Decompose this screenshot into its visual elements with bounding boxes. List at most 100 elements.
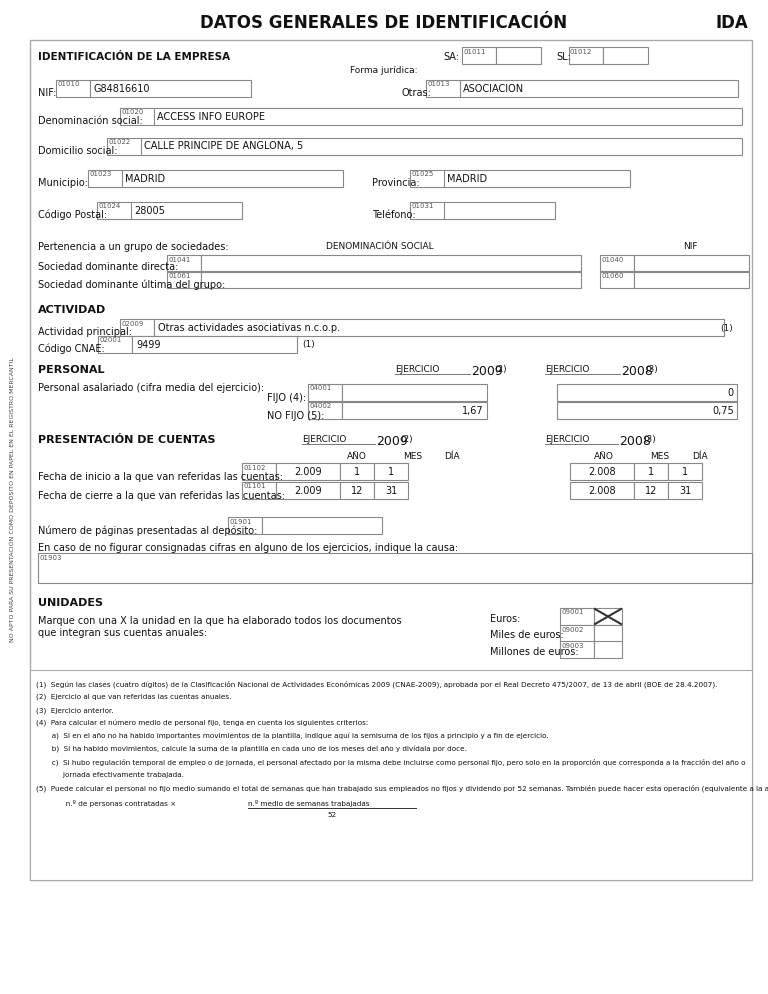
Text: 1: 1 [682, 467, 688, 477]
Text: (2)  Ejercicio al que van referidas las cuentas anuales.: (2) Ejercicio al que van referidas las c… [36, 694, 231, 701]
Text: 01011: 01011 [463, 49, 485, 55]
Text: AÑO: AÑO [594, 452, 614, 461]
Text: 04002: 04002 [310, 404, 332, 410]
Bar [97, 202, 242, 219]
Text: EJERCICIO: EJERCICIO [545, 435, 589, 444]
Text: 09001: 09001 [561, 609, 584, 615]
Text: 01060: 01060 [601, 273, 624, 279]
Text: Otras actividades asociativas n.c.o.p.: Otras actividades asociativas n.c.o.p. [158, 323, 340, 333]
Text: Actividad principal:: Actividad principal: [38, 327, 132, 337]
Text: NO APTO PARA SU PRESENTACIÓN COMO DEPÓSITO EN PAPEL EN EL REGISTRO MERCANTIL: NO APTO PARA SU PRESENTACIÓN COMO DEPÓSI… [11, 358, 15, 642]
Text: 02001: 02001 [100, 338, 122, 344]
Text: DATOS GENERALES DE IDENTIFICACIÓN: DATOS GENERALES DE IDENTIFICACIÓN [200, 14, 568, 32]
Text: Código CNAE:: Código CNAE: [38, 344, 104, 355]
Text: 01031: 01031 [412, 204, 434, 210]
Text: 01010: 01010 [58, 82, 80, 87]
Bar [242, 482, 276, 499]
Text: Pertenencia a un grupo de sociedades:: Pertenencia a un grupo de sociedades: [38, 242, 229, 252]
Text: DÍA: DÍA [692, 452, 708, 461]
Text: 0: 0 [728, 388, 734, 398]
Bar [600, 255, 634, 271]
Text: Domicilio social:: Domicilio social: [38, 146, 118, 156]
Text: ACCESS INFO EUROPE: ACCESS INFO EUROPE [157, 111, 265, 121]
Text: PRESENTACIÓN DE CUENTAS: PRESENTACIÓN DE CUENTAS [38, 435, 216, 445]
Text: Teléfono:: Teléfono: [372, 210, 415, 220]
Text: AÑO: AÑO [347, 452, 367, 461]
Bar [560, 608, 594, 625]
Bar [600, 272, 634, 288]
Bar [276, 463, 340, 480]
Text: 0,75: 0,75 [712, 406, 734, 416]
Bar [342, 384, 487, 401]
Text: 2008: 2008 [621, 365, 653, 378]
Text: Fecha de inicio a la que van referidas las cuentas:: Fecha de inicio a la que van referidas l… [38, 472, 283, 482]
Text: jornada efectivamente trabajada.: jornada efectivamente trabajada. [36, 772, 184, 778]
Bar [30, 670, 752, 880]
Text: En caso de no figurar consignadas cifras en alguno de los ejercicios, indique la: En caso de no figurar consignadas cifras… [38, 543, 458, 553]
Text: 2009: 2009 [376, 435, 408, 448]
Bar [462, 47, 496, 64]
Text: 01101: 01101 [243, 483, 266, 489]
Bar [120, 108, 742, 125]
Text: 2.008: 2.008 [588, 467, 616, 477]
Text: MADRID: MADRID [447, 174, 487, 184]
Text: MES: MES [650, 452, 670, 461]
Text: a)  Si en el año no ha habido importantes movimientos de la plantilla, indique a: a) Si en el año no ha habido importantes… [36, 733, 548, 740]
Bar [634, 463, 668, 480]
Bar [560, 625, 594, 642]
Text: Número de páginas presentadas al depósito:: Número de páginas presentadas al depósit… [38, 526, 257, 537]
Text: 2009: 2009 [471, 365, 503, 378]
Text: b)  Si ha habido movimientos, calcule la suma de la plantilla en cada uno de los: b) Si ha habido movimientos, calcule la … [36, 746, 467, 753]
Text: (1): (1) [720, 323, 733, 333]
Text: (4)  Para calcular el número medio de personal fijo, tenga en cuenta los siguien: (4) Para calcular el número medio de per… [36, 720, 369, 727]
Text: 01025: 01025 [412, 172, 434, 178]
Text: 12: 12 [351, 486, 363, 496]
Text: NIF: NIF [683, 242, 697, 251]
Text: 01013: 01013 [428, 82, 450, 87]
Bar [340, 463, 374, 480]
Text: (1): (1) [302, 341, 315, 350]
Text: 52: 52 [327, 812, 336, 818]
Text: 01022: 01022 [108, 139, 131, 145]
Text: 01024: 01024 [98, 204, 121, 210]
Text: DÍA: DÍA [444, 452, 460, 461]
Text: 01061: 01061 [168, 273, 191, 279]
Text: Otras:: Otras: [402, 88, 432, 98]
Bar [30, 40, 752, 880]
Bar [201, 255, 581, 271]
Text: Sociedad dominante última del grupo:: Sociedad dominante última del grupo: [38, 279, 225, 289]
Text: Millones de euros:: Millones de euros: [490, 647, 578, 657]
Bar [560, 641, 594, 658]
Text: 31: 31 [679, 486, 691, 496]
Bar [594, 641, 622, 658]
Text: (2): (2) [494, 365, 507, 374]
Text: n.º de personas contratadas ×: n.º de personas contratadas × [50, 800, 176, 807]
Text: 1: 1 [648, 467, 654, 477]
Bar [426, 80, 738, 97]
Text: G84816610: G84816610 [93, 83, 150, 93]
Text: DENOMINACIÓN SOCIAL: DENOMINACIÓN SOCIAL [326, 242, 434, 251]
Bar [308, 384, 342, 401]
Text: 09003: 09003 [561, 642, 584, 648]
Text: NIF:: NIF: [38, 88, 56, 98]
Bar [88, 170, 343, 187]
Bar [132, 336, 297, 353]
Text: 09002: 09002 [561, 626, 584, 632]
Text: UNIDADES: UNIDADES [38, 598, 103, 608]
Bar [242, 463, 276, 480]
Text: 12: 12 [645, 486, 657, 496]
Text: 9499: 9499 [136, 340, 161, 350]
Text: (3): (3) [645, 365, 657, 374]
Text: 2.009: 2.009 [294, 467, 322, 477]
Bar [276, 482, 340, 499]
Bar [154, 319, 724, 336]
Bar [557, 402, 737, 419]
Text: 2.008: 2.008 [588, 486, 616, 496]
Text: 01023: 01023 [90, 172, 112, 178]
Text: PERSONAL: PERSONAL [38, 365, 104, 375]
Bar [634, 272, 749, 288]
Text: EJERCICIO: EJERCICIO [302, 435, 346, 444]
Text: SL:: SL: [556, 52, 571, 62]
Bar [167, 255, 201, 271]
Bar [56, 80, 251, 97]
